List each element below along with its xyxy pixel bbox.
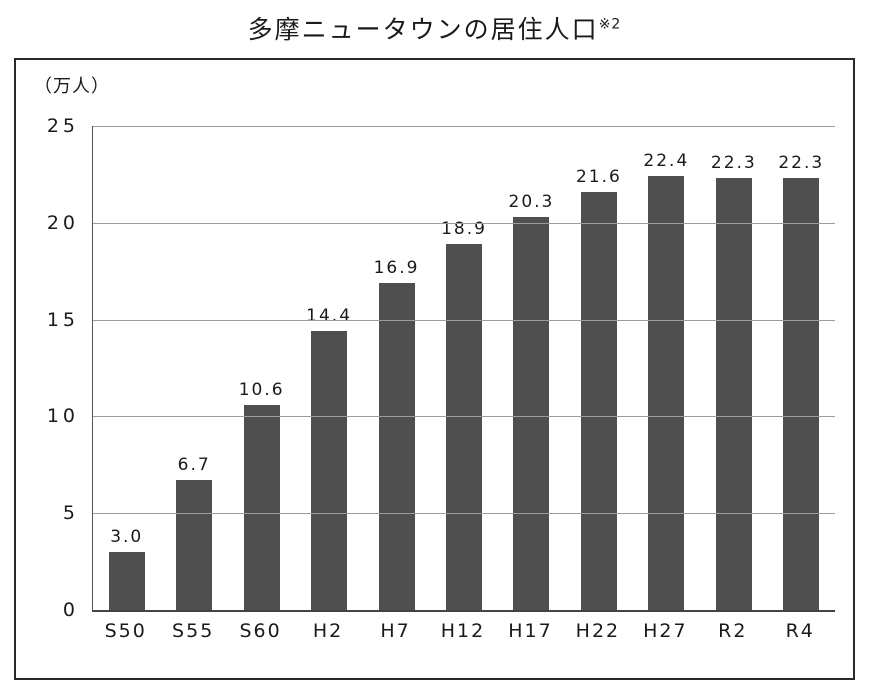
bar [513, 217, 550, 610]
chart-frame: （万人） 3.0 6.7 10.6 14.4 16.9 18.9 20.3 21.6 22.4 2… [14, 58, 855, 680]
bar [648, 176, 685, 610]
bar [243, 404, 280, 610]
bar [580, 191, 617, 610]
gridline-y-25 [93, 126, 835, 127]
bar [783, 178, 820, 610]
bar-value-label: 22.3 [710, 153, 757, 174]
bar [715, 178, 752, 610]
bar-value-label: 16.9 [373, 257, 420, 278]
x-tick-label-H2: H2 [312, 620, 344, 642]
bar-slot-R4: 22.3 [768, 126, 835, 610]
bar-slot-H27: 22.4 [633, 126, 700, 610]
bar [176, 480, 213, 610]
y-tick-label-0: 0 [62, 599, 79, 621]
bar-slot-R2: 22.3 [700, 126, 767, 610]
x-tick-label-H17: H17 [508, 620, 553, 642]
bar [108, 551, 145, 610]
bar-slot-H2: 14.4 [295, 126, 362, 610]
chart-title-text: 多摩ニュータウンの居住人口 [247, 15, 599, 44]
bar-value-label: 22.3 [778, 153, 825, 174]
x-tick-label-H27: H27 [643, 620, 688, 642]
y-tick-label-5: 5 [62, 502, 79, 525]
bar-value-label: 22.4 [643, 151, 690, 172]
plot-area: 3.0 6.7 10.6 14.4 16.9 18.9 20.3 21.6 22.4 22.3 22… [47, 115, 835, 621]
gridline-y-20 [93, 222, 835, 224]
gridline-y-5 [93, 513, 835, 515]
bar-slot-H17: 20.3 [498, 126, 565, 610]
bar-slot-H12: 18.9 [430, 126, 497, 610]
bar-value-label: 21.6 [575, 166, 622, 187]
bar-slot-S50: 3.0 [93, 126, 160, 610]
chart-title: 多摩ニュータウンの居住人口※2 [0, 10, 869, 46]
bar-value-label: 18.9 [441, 219, 487, 240]
y-tick-label-20: 20 [46, 211, 79, 234]
bar-value-label: 20.3 [508, 192, 555, 212]
bar-slot-H7: 16.9 [363, 126, 430, 610]
x-tick-label-H22: H22 [575, 620, 621, 642]
y-tick-label-25: 25 [46, 115, 79, 137]
bar-value-label: 10.6 [238, 379, 285, 400]
x-tick-label-S50: S50 [104, 620, 147, 642]
bar-slot-S55: 6.7 [160, 126, 227, 610]
gridline-y-10 [93, 416, 835, 418]
x-tick-label-R2: R2 [718, 620, 748, 642]
x-tick-label-S60: S60 [239, 620, 282, 642]
bar [445, 244, 482, 610]
x-tick-label-H12: H12 [440, 620, 486, 642]
bar-series: 3.0 6.7 10.6 14.4 16.9 18.9 20.3 21.6 22.4 22.3 22… [93, 126, 835, 610]
x-tick-label-H7: H7 [380, 620, 411, 642]
gridline-y-15 [93, 319, 835, 321]
y-tick-label-15: 15 [46, 308, 79, 331]
bar [378, 282, 415, 610]
chart-title-superscript: ※2 [598, 16, 622, 33]
x-axis-labels: S50 S55 S60 H2 H7 H12 H17 H22 H27 R2 R4 [92, 620, 834, 642]
bar-value-label: 14.4 [306, 306, 353, 327]
bar-value-label: 6.7 [177, 455, 211, 476]
bar-slot-S60: 10.6 [228, 126, 295, 610]
y-tick-label-10: 10 [46, 405, 79, 428]
x-tick-label-R4: R4 [785, 620, 815, 642]
x-tick-label-S55: S55 [172, 620, 215, 642]
bar [311, 331, 348, 610]
y-axis-unit-label: （万人） [34, 76, 110, 97]
bar-slot-H22: 21.6 [565, 126, 632, 610]
bar-value-label: 3.0 [110, 526, 144, 547]
